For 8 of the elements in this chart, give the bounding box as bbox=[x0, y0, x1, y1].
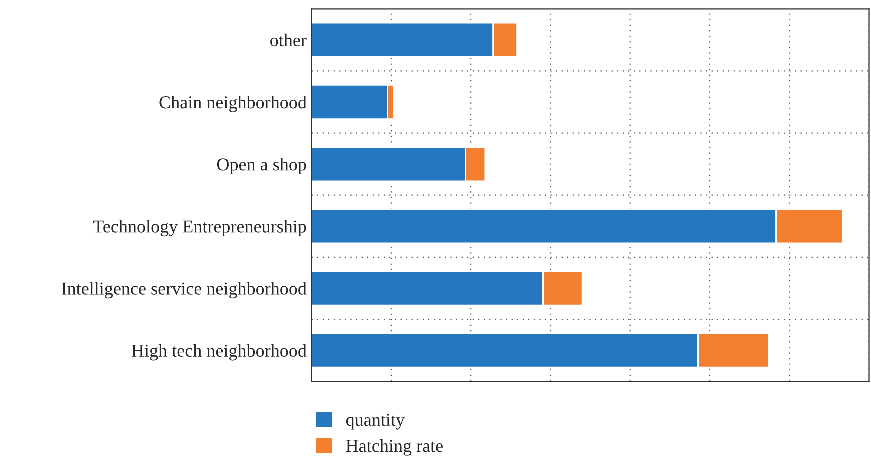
y-tick-label: High tech neighborhood bbox=[132, 344, 307, 361]
y-tick-label: Technology Entrepreneurship bbox=[93, 220, 306, 237]
y-tick-label: other bbox=[270, 34, 307, 47]
y-tick-label: Open a shop bbox=[217, 158, 306, 174]
legend-label: Hatching rate bbox=[346, 440, 443, 456]
y-tick-label: Chain neighborhood bbox=[160, 96, 307, 112]
y-tick-label: Intelligence service neighborhood bbox=[62, 282, 307, 299]
legend-label: quantity bbox=[346, 414, 405, 430]
